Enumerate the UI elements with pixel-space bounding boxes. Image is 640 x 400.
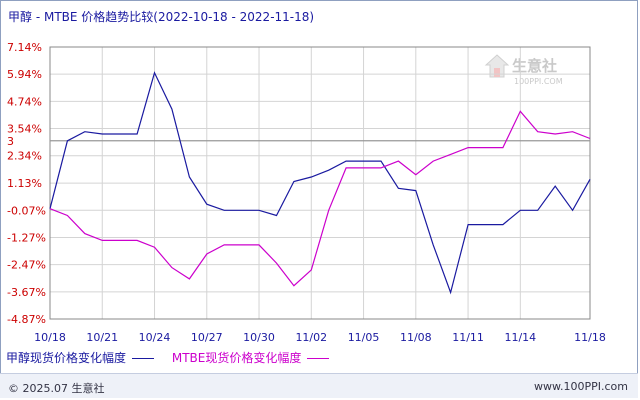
- y-tick-label: -4.87%: [7, 313, 46, 326]
- watermark-text: 生意社: [512, 57, 558, 75]
- legend-label-methanol: 甲醇现货价格变化幅度: [6, 351, 127, 365]
- legend-item-methanol: 甲醇现货价格变化幅度: [6, 349, 155, 366]
- x-tick-label: 11/05: [348, 331, 380, 344]
- legend-swatch-mtbe: [307, 358, 330, 359]
- y-tick-label: -0.07%: [7, 204, 46, 217]
- y-tick-label: 3.54%: [7, 123, 42, 136]
- y-tick-label: 2.34%: [7, 150, 42, 163]
- watermark-logo: 生意社 100PPI.COM: [484, 53, 580, 93]
- grid: [49, 46, 591, 320]
- x-tick-label: 10/24: [139, 331, 171, 344]
- house-icon: [484, 54, 510, 78]
- series-line-mtbe: [49, 110, 591, 287]
- y-tick-label: -1.27%: [7, 231, 46, 244]
- y-tick-label: 5.94%: [7, 68, 42, 81]
- x-tick-label: 10/27: [191, 331, 223, 344]
- watermark-subtext: 100PPI.COM: [514, 77, 563, 86]
- x-tick-label: 11/02: [295, 331, 327, 344]
- y-tick-label: 1.13%: [7, 177, 42, 190]
- legend-swatch-methanol: [132, 358, 155, 359]
- y-tick-label: 7.14%: [7, 41, 42, 54]
- y-tick-label: -3.67%: [7, 286, 46, 299]
- footer-bar: © 2025.07 生意社 www.100PPI.com: [0, 373, 638, 398]
- x-tick-label: 11/11: [452, 331, 484, 344]
- x-tick-label: 10/21: [86, 331, 118, 344]
- series-lines: [49, 71, 591, 295]
- y-tick-label: 4.74%: [7, 95, 42, 108]
- x-tick-label: 11/18: [574, 331, 606, 344]
- x-tick-label: 11/08: [400, 331, 432, 344]
- footer-website-link[interactable]: www.100PPI.com: [534, 380, 628, 393]
- y-tick-label: -2.47%: [7, 259, 46, 272]
- legend-label-mtbe: MTBE现货价格变化幅度: [171, 351, 302, 365]
- chart-title: 甲醇 - MTBE 价格趋势比较(2022-10-18 - 2022-11-18…: [8, 10, 315, 24]
- axes: 7.14% 5.94% 4.74% 3.54% 2.34% 1.13% -0.07% -1.2…: [7, 41, 606, 344]
- x-tick-label: 10/18: [34, 331, 66, 344]
- legend: 甲醇现货价格变化幅度 MTBE现货价格变化幅度: [6, 349, 343, 366]
- series-line-methanol: [49, 71, 591, 295]
- x-tick-label: 10/30: [243, 331, 275, 344]
- x-tick-label: 11/14: [504, 331, 536, 344]
- reference-line-label: 3: [7, 135, 14, 148]
- legend-item-mtbe: MTBE现货价格变化幅度: [172, 349, 330, 366]
- plot-border: [49, 46, 591, 320]
- footer-copyright: © 2025.07 生意社: [8, 382, 105, 395]
